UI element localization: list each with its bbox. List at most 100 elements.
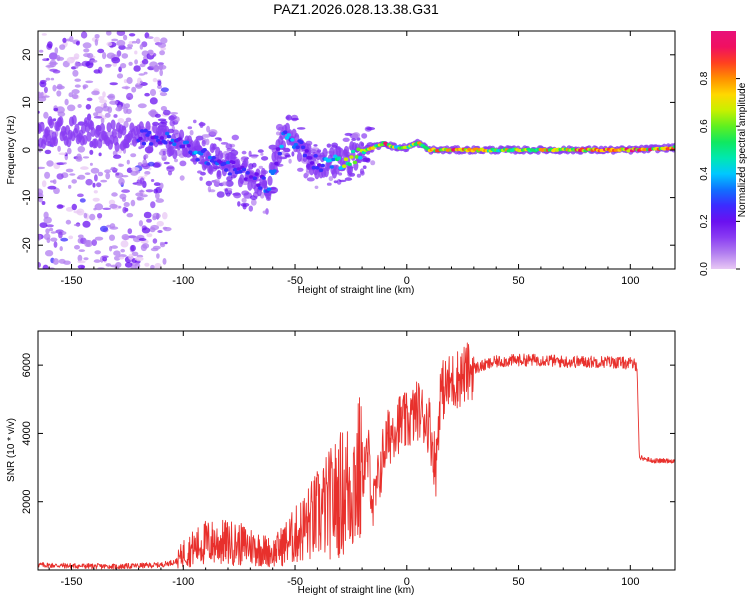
spectrogram-halo-blob	[344, 177, 353, 181]
spectrogram-noise-blob	[86, 52, 94, 59]
spectrogram-noise-blob	[113, 154, 122, 159]
spectrogram-noise-blob	[141, 59, 149, 65]
snr-x-tick-label: -150	[61, 576, 83, 588]
spectrogram-noise-blob	[98, 152, 102, 157]
spectrogram-ridge-band	[247, 180, 253, 191]
spectrogram-noise-blob	[102, 91, 106, 98]
spectrogram-noise-blob	[46, 237, 51, 244]
spectrogram-ridge-core	[317, 163, 322, 167]
spectrogram-noise-blob	[106, 31, 112, 36]
spectrogram-halo-blob	[231, 134, 239, 141]
spectrogram-ridge-core	[234, 170, 240, 175]
spectrogram-noise-blob	[147, 161, 155, 167]
spectrogram-noise-blob	[118, 163, 124, 167]
spectrogram-ridge-band	[52, 136, 59, 147]
spectrogram-noise-blob	[153, 36, 161, 43]
spectrogram-ridge-band	[39, 121, 45, 132]
spectrogram-noise-blob	[45, 77, 51, 81]
spectrogram-halo-blob	[258, 165, 263, 169]
spectrogram-noise-blob	[153, 182, 161, 187]
spectrogram-noise-blob	[82, 84, 89, 89]
spectrogram-noise-blob	[92, 182, 96, 188]
spectrogram-noise-blob	[118, 256, 125, 260]
spectrogram-noise-blob	[71, 93, 79, 99]
spectrogram-noise-blob	[49, 227, 54, 232]
spectrogram-halo-blob	[213, 179, 221, 185]
spectrogram-halo-blob	[189, 129, 194, 136]
spectrogram-noise-blob	[93, 259, 101, 263]
spectrogram-noise-blob	[160, 87, 169, 93]
spectrogram-noise-blob	[52, 84, 57, 92]
spectrogram-noise-blob	[130, 170, 139, 176]
spectrogram-noise-blob	[133, 65, 141, 72]
spectrogram-ridge-core	[209, 159, 215, 163]
spectrogram-noise-blob	[131, 167, 140, 172]
spectrogram-noise-blob	[143, 71, 148, 75]
spectrogram-noise-blob	[144, 173, 148, 177]
spectrogram-noise-blob	[73, 210, 83, 214]
spectrogram-ridge-core	[177, 137, 182, 141]
spectrogram-noise-blob	[109, 245, 113, 252]
spectrogram-noise-blob	[118, 254, 127, 258]
spectrogram-ridge-core	[352, 160, 358, 165]
spectrogram-noise-blob	[108, 199, 116, 206]
spectrogram-x-tick-label: 0	[404, 275, 410, 287]
spectrogram-ridge-core	[247, 178, 252, 182]
spectrogram-halo-blob	[205, 180, 213, 187]
spectrogram-ridge-core	[241, 167, 247, 172]
spectrogram-noise-blob	[150, 109, 157, 114]
spectrogram-ridge-core	[333, 154, 338, 159]
spectrogram-ridge-core	[211, 155, 216, 160]
spectrogram-ridge-core	[186, 144, 191, 148]
spectrogram-ridge-core	[300, 145, 306, 150]
spectrogram-halo-blob	[214, 137, 222, 140]
spectrogram-noise-blob	[63, 162, 67, 165]
spectrogram-noise-blob	[47, 185, 57, 190]
spectrogram-noise-blob	[82, 156, 90, 159]
spectrogram-noise-blob	[77, 146, 86, 153]
spectrogram-halo-blob	[296, 127, 306, 130]
spectrogram-noise-blob	[144, 92, 150, 97]
spectrogram-noise-blob	[38, 262, 41, 268]
spectrogram-noise-blob	[39, 49, 44, 53]
spectrogram-halo-blob	[162, 109, 171, 116]
spectrogram-noise-blob	[118, 205, 122, 209]
spectrogram-ridge-core	[277, 151, 282, 156]
spectrogram-halo-blob	[366, 127, 376, 131]
spectrogram-noise-blob	[83, 257, 89, 261]
spectrogram-noise-blob	[136, 196, 142, 201]
spectrogram-ridge-core	[258, 186, 263, 190]
spectrogram-y-axis-label: Frequency (Hz)	[6, 116, 17, 185]
spectrogram-noise-blob	[85, 178, 93, 186]
spectrogram-noise-blob	[80, 31, 88, 39]
spectrogram-ridge-core	[227, 172, 232, 176]
spectrogram-noise-blob	[139, 80, 143, 84]
spectrogram-halo-blob	[248, 163, 254, 170]
spectrogram-noise-blob	[41, 33, 47, 36]
spectrogram-halo-blob	[242, 203, 247, 210]
spectrogram-x-tick-label: 100	[621, 275, 639, 287]
spectrogram-ridge-core	[315, 166, 320, 170]
spectrogram-noise-blob	[84, 239, 91, 247]
spectrogram-noise-blob	[104, 169, 111, 174]
spectrogram-ridge-core	[331, 157, 336, 162]
snr-x-tick-label: 50	[512, 576, 524, 588]
spectrogram-ridge-core	[140, 129, 145, 133]
spectrogram-ridge-core	[232, 167, 238, 172]
spectrogram-halo-blob	[208, 129, 218, 136]
colorbar: 0.0 0.2 0.4 0.6 0.8 Normalized spectral ampl…	[699, 31, 748, 276]
spectrogram-noise-blob	[120, 240, 129, 248]
spectrogram-noise-blob	[152, 238, 158, 244]
spectrogram-noise-blob	[83, 212, 88, 219]
spectrogram-ridge-core	[275, 147, 281, 151]
spectrogram-ridge-core	[318, 168, 324, 172]
spectrogram-noise-blob	[147, 36, 154, 39]
spectrogram-noise-blob	[149, 61, 158, 68]
spectrogram-ridge-core	[358, 155, 363, 160]
spectrogram-ridge-band	[296, 152, 303, 162]
spectrogram-noise-blob	[116, 31, 126, 36]
spectrogram-noise-blob	[59, 44, 66, 50]
spectrogram-noise-blob	[97, 171, 104, 177]
snr-x-tick-label: -100	[172, 576, 194, 588]
